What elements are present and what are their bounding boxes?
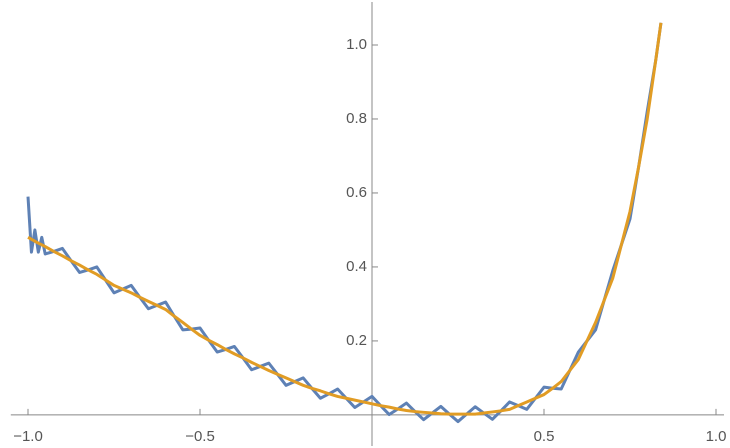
y-tick-label: 0.2 xyxy=(346,332,367,349)
x-tick-label: 1.0 xyxy=(706,428,727,445)
y-tick-label: 0.6 xyxy=(346,184,367,201)
line-series xyxy=(26,22,663,424)
x-tick-label: −0.5 xyxy=(185,428,215,445)
x-tick-label: −1.0 xyxy=(13,428,43,445)
y-tick-label: 0.4 xyxy=(346,258,367,275)
y-tick-label: 1.0 xyxy=(346,36,367,53)
x-tick-label: 0.5 xyxy=(534,428,555,445)
y-tick-label: 0.8 xyxy=(346,110,367,127)
line-series xyxy=(27,22,663,416)
